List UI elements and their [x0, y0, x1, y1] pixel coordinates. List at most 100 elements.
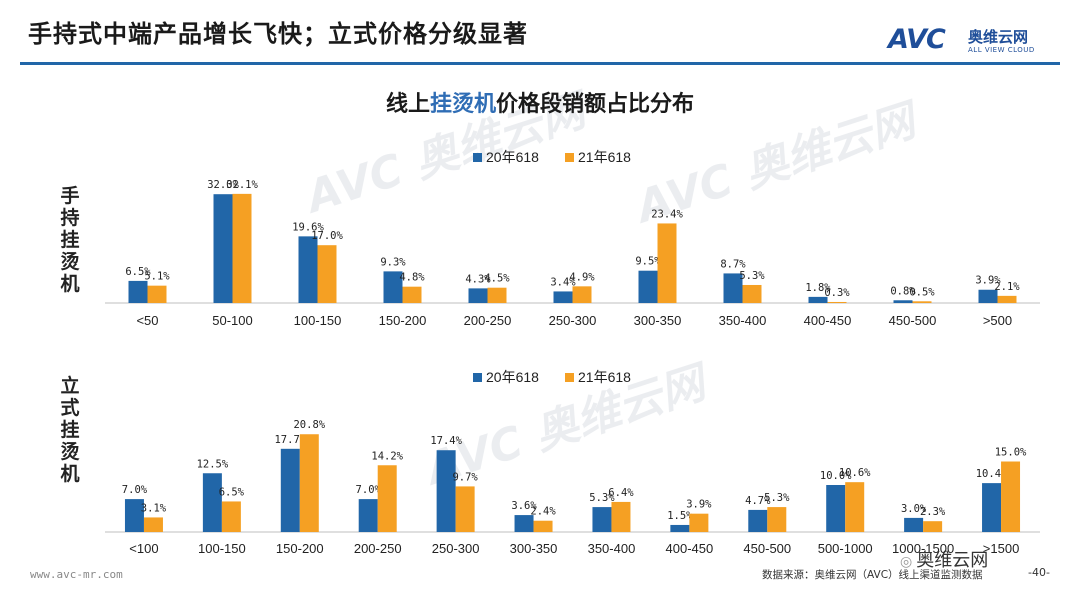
data-label: 20.8%	[293, 419, 325, 431]
bar-series-2	[827, 301, 847, 303]
data-label: 5.3%	[764, 492, 790, 504]
category-tick-label: <100	[129, 541, 158, 556]
bar-series-1	[298, 236, 318, 303]
category-tick-label: 500-1000	[818, 541, 873, 556]
data-label: 32.1%	[226, 179, 258, 191]
chart-title-pre: 线上	[385, 92, 430, 117]
bar-series-2	[611, 501, 631, 532]
data-label: 2.4%	[530, 506, 556, 518]
bar-series-1	[213, 194, 233, 303]
bar-series-2	[455, 486, 475, 532]
data-label: 5.3%	[589, 492, 615, 504]
category-tick-label: 300-350	[510, 541, 558, 556]
bar-series-1	[723, 273, 743, 303]
legend-label: 21年618	[578, 369, 631, 385]
bar-series-2	[689, 513, 709, 532]
bar-series-2	[912, 301, 932, 303]
bar-series-2	[572, 286, 592, 303]
bar-series-2	[767, 507, 787, 532]
bar-series-2	[143, 517, 163, 532]
data-label: 23.4%	[651, 208, 683, 220]
category-tick-label: 150-200	[276, 541, 324, 556]
data-label: 14.2%	[371, 450, 403, 462]
page-number: -40-	[1028, 566, 1050, 579]
category-tick-label: >500	[983, 313, 1012, 328]
side-label-char: 式	[60, 396, 79, 419]
bar-series-1	[670, 524, 690, 532]
bar-series-2	[147, 285, 167, 303]
bar-series-1	[982, 483, 1002, 532]
data-label: 4.8%	[399, 272, 425, 284]
category-tick-label: 200-250	[464, 313, 512, 328]
side-label-char: 烫	[60, 251, 80, 273]
category-tick-label: 300-350	[634, 313, 682, 328]
data-label: 9.5%	[635, 256, 661, 268]
data-label: 6.4%	[608, 487, 634, 499]
data-label: 19.6%	[292, 221, 324, 233]
chart-title-highlight: 挂烫机	[429, 92, 496, 117]
data-label: 12.5%	[197, 458, 229, 470]
data-label: 9.7%	[452, 471, 478, 483]
header-divider	[20, 62, 1060, 65]
bar-series-1	[436, 450, 456, 532]
bar-series-1	[904, 517, 924, 532]
category-tick-label: 400-450	[666, 541, 714, 556]
data-label: 2.3%	[920, 506, 946, 518]
bar-series-1	[893, 300, 913, 303]
data-label: 1.8%	[805, 282, 831, 294]
data-label: 7.0%	[356, 484, 382, 496]
data-label: 6.5%	[219, 486, 245, 498]
data-label: 10.0%	[820, 470, 852, 482]
page-title: 手持式中端产品增长飞快；立式价格分级显著	[28, 20, 528, 48]
category-tick-label: 100-150	[198, 541, 246, 556]
logo-en-text: ALL VIEW CLOUD	[968, 46, 1035, 54]
bar-series-1	[468, 288, 488, 303]
wechat-badge-text: 奥维云网	[916, 550, 989, 571]
bar-series-2	[742, 284, 762, 303]
data-label: 3.4%	[550, 276, 576, 288]
logo-cn-text: 奥维云网	[968, 28, 1029, 46]
legend-label: 20年618	[486, 369, 539, 385]
data-label: 6.5%	[125, 266, 151, 278]
data-label: 4.7%	[745, 495, 771, 507]
category-tick-label: 200-250	[354, 541, 402, 556]
side-label-char: 立	[60, 374, 79, 397]
bar-series-1	[553, 291, 573, 303]
data-label: 10.4%	[976, 468, 1008, 480]
category-tick-label: 350-400	[588, 541, 636, 556]
bar-series-2	[845, 482, 865, 532]
category-tick-label: 50-100	[212, 313, 252, 328]
bar-series-1	[128, 280, 148, 303]
bar-series-2	[1001, 461, 1021, 532]
bar-series-2	[232, 193, 252, 303]
side-label-char: 手	[60, 184, 79, 207]
bar-series-1	[280, 448, 300, 532]
bar-series-1	[592, 507, 612, 532]
bar-series-1	[978, 289, 998, 303]
website-text: www.avc-mr.com	[30, 568, 123, 581]
chart-title: 线上挂烫机价格段销额占比分布	[0, 86, 1080, 118]
bar-series-1	[202, 473, 222, 532]
category-tick-label: 250-300	[432, 541, 480, 556]
data-label: 1.5%	[667, 510, 693, 522]
legend-swatch	[473, 373, 482, 382]
data-label: 17.4%	[430, 435, 462, 447]
avc-logo: AVC 奥维云网 ALL VIEW CLOUD	[888, 22, 1058, 58]
bar-series-1	[748, 509, 768, 532]
category-tick-label: 400-450	[804, 313, 852, 328]
data-source: 数据来源：奥维云网（AVC）线上渠道监测数据	[762, 569, 983, 581]
data-label: 3.9%	[686, 499, 712, 511]
category-tick-label: 100-150	[294, 313, 342, 328]
side-label-char: 机	[60, 463, 79, 485]
legend-label: 20年618	[486, 149, 539, 165]
side-label-char: 挂	[60, 418, 79, 441]
data-label: 3.1%	[141, 502, 167, 514]
bar-series-1	[358, 499, 378, 532]
data-label: 5.1%	[144, 271, 170, 283]
data-label: 0.3%	[824, 287, 850, 299]
bar-series-1	[124, 499, 144, 532]
bar-series-2	[402, 286, 422, 303]
bar-series-1	[514, 515, 534, 532]
bar-series-2	[657, 223, 677, 303]
